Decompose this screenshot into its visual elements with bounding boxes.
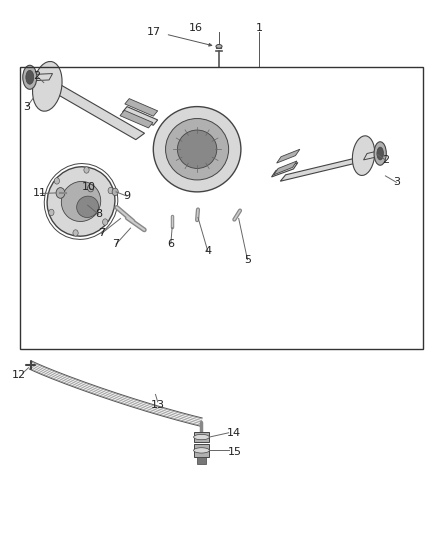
Circle shape — [73, 230, 78, 236]
Polygon shape — [120, 110, 153, 128]
Text: 17: 17 — [147, 27, 161, 37]
Polygon shape — [280, 157, 359, 181]
Bar — [20, 67, 423, 349]
Polygon shape — [364, 150, 381, 160]
Ellipse shape — [61, 181, 101, 222]
Text: 9: 9 — [124, 191, 131, 201]
Polygon shape — [277, 149, 300, 163]
Text: 2: 2 — [33, 71, 40, 80]
Ellipse shape — [47, 167, 115, 236]
Text: 5: 5 — [244, 255, 251, 264]
Circle shape — [102, 219, 108, 225]
Text: 13: 13 — [151, 400, 165, 410]
Polygon shape — [272, 163, 298, 177]
Ellipse shape — [216, 45, 222, 48]
Polygon shape — [42, 79, 145, 140]
Circle shape — [54, 177, 60, 184]
Polygon shape — [26, 74, 53, 81]
Text: 2: 2 — [382, 155, 389, 165]
Ellipse shape — [26, 70, 34, 84]
Text: 15: 15 — [227, 447, 241, 457]
Text: 7: 7 — [98, 229, 105, 238]
Circle shape — [112, 188, 118, 196]
Text: 3: 3 — [24, 102, 31, 111]
Circle shape — [88, 184, 94, 192]
Bar — [197, 457, 206, 464]
Ellipse shape — [194, 434, 209, 440]
Text: 12: 12 — [11, 370, 25, 379]
Polygon shape — [123, 107, 158, 125]
Ellipse shape — [353, 136, 374, 175]
Ellipse shape — [23, 66, 37, 90]
Text: 16: 16 — [189, 23, 203, 33]
Circle shape — [49, 209, 54, 216]
Text: 3: 3 — [393, 177, 400, 187]
Text: 1: 1 — [256, 23, 263, 33]
Text: 10: 10 — [82, 182, 96, 192]
Text: 4: 4 — [204, 246, 211, 255]
Circle shape — [108, 187, 113, 193]
Ellipse shape — [177, 130, 217, 168]
Circle shape — [84, 167, 89, 173]
Ellipse shape — [32, 61, 62, 111]
Ellipse shape — [166, 118, 229, 180]
Polygon shape — [274, 161, 297, 175]
Text: 7: 7 — [113, 239, 120, 249]
Text: 11: 11 — [33, 189, 47, 198]
Ellipse shape — [77, 196, 99, 217]
Circle shape — [56, 188, 65, 198]
Polygon shape — [125, 99, 158, 116]
Ellipse shape — [153, 107, 241, 192]
Bar — [194, 444, 209, 457]
Text: 8: 8 — [95, 209, 102, 219]
Text: 14: 14 — [227, 428, 241, 438]
Ellipse shape — [377, 147, 384, 160]
Ellipse shape — [374, 142, 386, 165]
Ellipse shape — [194, 448, 209, 453]
Bar — [194, 432, 209, 442]
Text: 6: 6 — [167, 239, 174, 248]
